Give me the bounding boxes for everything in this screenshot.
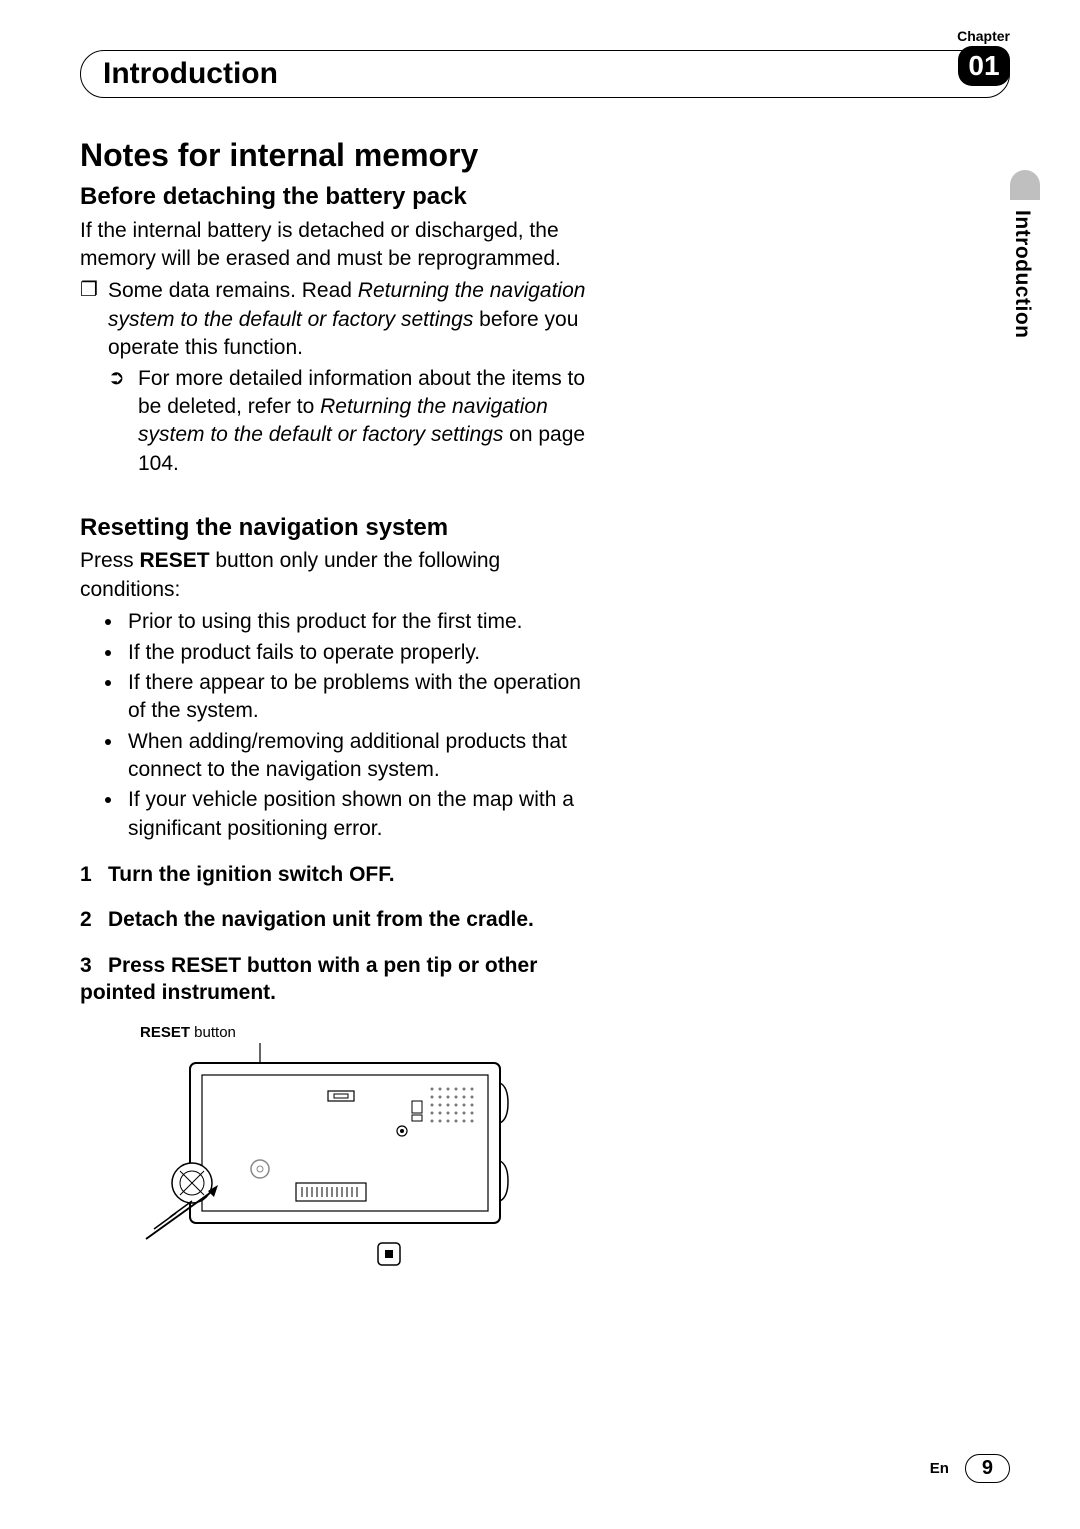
note-row: ❐ Some data remains. Read Returning the … [80,277,600,362]
content-column: Notes for internal memory Before detachi… [80,138,600,1278]
list-item: Prior to using this product for the firs… [124,608,600,636]
step-3: 3Press RESET button with a pen tip or ot… [80,952,600,1007]
chapter-label: Chapter [957,28,1010,44]
header-title-pill: Introduction [80,50,1010,98]
footer-page-pill: 9 [965,1454,1010,1483]
chapter-number-badge: 01 [958,46,1010,86]
step-number: 1 [80,861,108,888]
chapter-block: Chapter 01 [957,28,1010,86]
figure-label-rest: button [190,1024,236,1041]
reset-para-prefix: Press [80,549,140,572]
list-item: When adding/removing additional products… [124,728,600,785]
reset-paragraph: Press RESET button only under the follow… [80,547,600,604]
figure-label-bold: RESET [140,1024,190,1041]
reset-para-bold: RESET [140,549,210,572]
step-number: 3 [80,952,108,979]
note-text: Some data remains. Read Returning the na… [108,277,600,362]
reset-figure [140,1043,600,1278]
step-text: Press RESET button with a pen tip or oth… [80,954,537,1004]
footer-page-number: 9 [982,1457,993,1479]
sub-note-row: ➲ For more detailed information about th… [108,365,600,478]
reset-conditions-list: Prior to using this product for the firs… [124,608,600,843]
header-row: Introduction Chapter 01 [80,50,1010,98]
list-item: If your vehicle position shown on the ma… [124,786,600,843]
step-1: 1Turn the ignition switch OFF. [80,861,600,888]
page: Introduction Chapter 01 Introduction Not… [0,0,1080,1529]
battery-paragraph: If the internal battery is detached or d… [80,217,600,274]
list-item: If the product fails to operate properly… [124,639,600,667]
side-tab-label: Introduction [1010,210,1034,338]
footer: En 9 [930,1454,1010,1483]
step-text: Detach the navigation unit from the crad… [108,908,534,931]
note-text-part1: Some data remains. Read [108,279,358,302]
list-item: If there appear to be problems with the … [124,669,600,726]
note-symbol-icon: ❐ [80,277,108,362]
step-2: 2Detach the navigation unit from the cra… [80,906,600,933]
step-number: 2 [80,906,108,933]
sub-note-text: For more detailed information about the … [138,365,600,478]
device-diagram-svg [140,1043,520,1273]
figure-label: RESET button [140,1024,600,1041]
sub-note-symbol-icon: ➲ [108,365,138,478]
subheading-reset: Resetting the navigation system [80,514,600,542]
step-text: Turn the ignition switch OFF. [108,863,395,886]
footer-language: En [930,1460,949,1477]
side-tab: Introduction [1010,170,1040,338]
section-heading: Notes for internal memory [80,138,600,173]
side-tab-rounded-cap [1010,170,1040,200]
subheading-battery: Before detaching the battery pack [80,183,600,211]
